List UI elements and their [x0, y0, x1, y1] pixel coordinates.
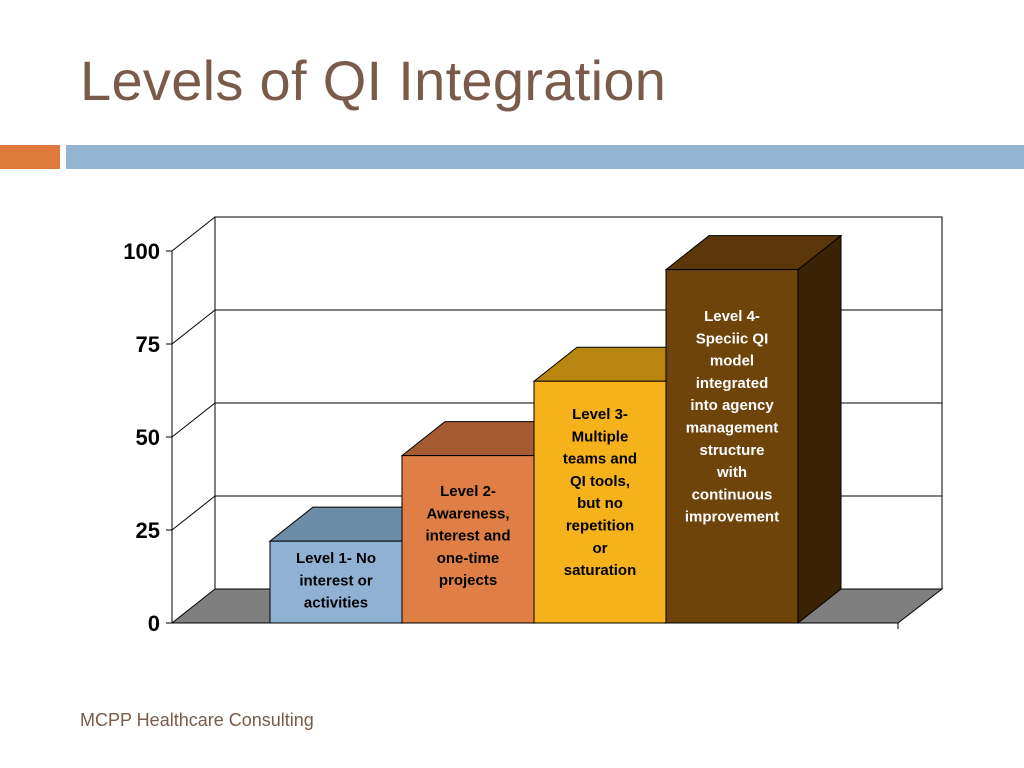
bar-label-line: interest and: [425, 528, 510, 545]
y-tick-label: 0: [148, 611, 160, 636]
gridline-side: [171, 402, 216, 438]
bar-label-line: one-time: [437, 550, 500, 567]
bar-side-4: [797, 234, 842, 625]
bar-label-1: Level 1- No interest or activities: [296, 550, 376, 612]
bar-2: [401, 455, 535, 624]
bar-label-line: continuous: [692, 486, 773, 503]
bar-label-line: improvement: [685, 509, 779, 526]
bar-label-line: into agency: [690, 397, 774, 414]
bar-3: [533, 380, 667, 624]
bar-label-line: model: [710, 353, 754, 370]
bar-label-line: with: [716, 464, 747, 481]
bar-label-line: QI tools,: [570, 473, 630, 490]
y-tick-label: 50: [136, 425, 160, 450]
bar-label-line: Multiple: [572, 428, 629, 445]
bar-label-line: activities: [304, 595, 368, 612]
bar-label-line: management: [686, 420, 779, 437]
bar-label-line: projects: [439, 572, 497, 589]
y-tick-label: 75: [136, 332, 160, 357]
footer-text: MCPP Healthcare Consulting: [80, 710, 314, 730]
gridline-side: [171, 495, 216, 531]
bar-label-line: repetition: [566, 518, 634, 535]
bar-label-line: Level 1- No: [296, 550, 376, 567]
bar-1: [269, 540, 403, 624]
bar-label-line: saturation: [564, 562, 637, 579]
bar-label-line: or: [593, 540, 608, 557]
accent-bar-orange: [0, 145, 60, 169]
bar-label-line: teams and: [563, 451, 637, 468]
bar-4: [665, 269, 799, 624]
bar-label-line: integrated: [696, 375, 769, 392]
bar-label-4: Level 4- Speciic QI model integrated into ag…: [685, 308, 779, 526]
bar-label-line: Level 3-: [572, 406, 628, 423]
bar-label-3: Level 3- Multiple teams and QI tools, but no…: [563, 406, 637, 579]
bar-label-line: Level 2-: [440, 483, 496, 500]
y-tick-label: 100: [123, 239, 160, 264]
gridline-side: [171, 309, 216, 345]
y-tick-label: 25: [136, 518, 160, 543]
bar-label-line: interest or: [299, 572, 373, 589]
bar-label-line: structure: [699, 442, 764, 459]
slide-title: Levels of QI Integration: [80, 49, 667, 112]
accent-bar-blue: [66, 145, 1024, 169]
chart-left-wall-top: [171, 216, 216, 252]
bar-label-line: Awareness,: [426, 505, 509, 522]
bar-label-line: Speciic QI: [696, 330, 769, 347]
bar-label-line: but no: [577, 495, 623, 512]
bar-label-2: Level 2- Awareness, interest and one-time pr…: [425, 483, 510, 589]
bar-label-line: Level 4-: [704, 308, 760, 325]
